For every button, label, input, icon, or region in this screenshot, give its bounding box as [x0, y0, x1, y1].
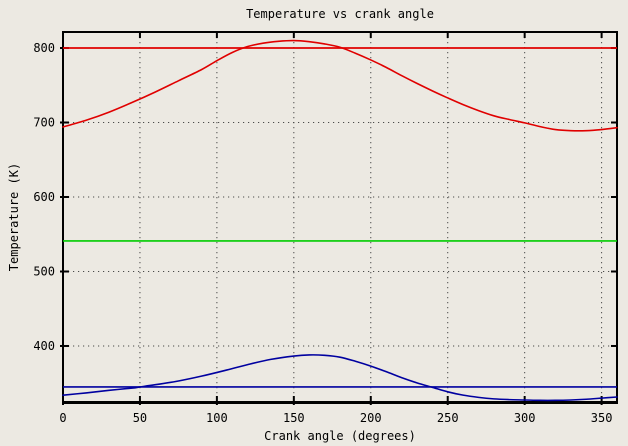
y-tick-label-400: 400 — [33, 339, 55, 353]
y-tick-label-800: 800 — [33, 41, 55, 55]
x-tick-label-150: 150 — [283, 411, 305, 425]
y-tick-label-500: 500 — [33, 264, 55, 278]
x-tick-label-50: 50 — [133, 411, 147, 425]
x-tick-label-250: 250 — [437, 411, 459, 425]
x-axis-label: Crank angle (degrees) — [264, 429, 416, 443]
series-blue-curve — [62, 354, 618, 402]
y-axis-label: Temperature (K) — [7, 162, 21, 272]
series-red-curve — [62, 39, 618, 132]
y-tick-label-700: 700 — [33, 116, 55, 130]
y-tick-label-600: 600 — [33, 190, 55, 204]
x-tick-label-200: 200 — [360, 411, 382, 425]
x-tick-label-0: 0 — [59, 411, 66, 425]
x-tick-label-300: 300 — [514, 411, 536, 425]
x-tick-label-350: 350 — [591, 411, 613, 425]
chart-title: Temperature vs crank angle — [246, 7, 434, 21]
x-tick-label-100: 100 — [206, 411, 228, 425]
